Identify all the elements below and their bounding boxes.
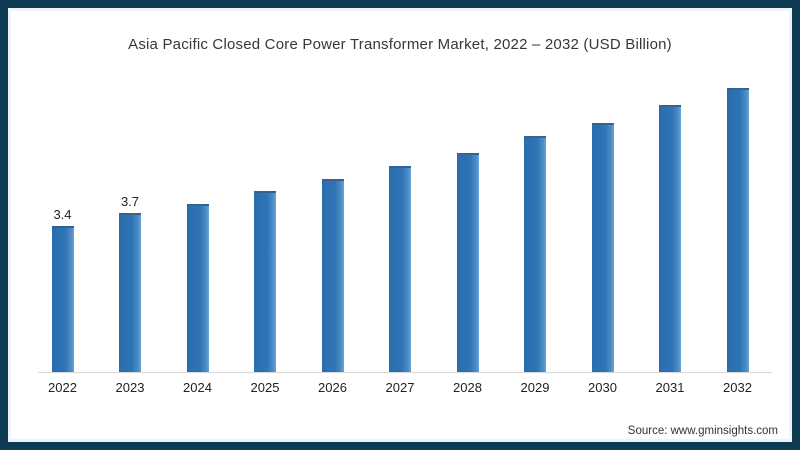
bar-column: 3.7 — [98, 194, 163, 372]
x-axis-labels: 2022 2023 2024 2025 2026 2027 2028 2029 2030 2031… — [30, 380, 770, 395]
bar-column — [233, 191, 298, 372]
bar — [726, 88, 749, 372]
bar-column — [570, 122, 635, 372]
bar — [659, 105, 681, 372]
bar-column — [705, 88, 770, 372]
bar — [321, 178, 344, 372]
bar — [119, 212, 141, 372]
bar-column — [503, 135, 568, 372]
bar-value-label: 3.7 — [120, 193, 140, 209]
x-axis-tick-label: 2023 — [115, 380, 145, 395]
bars-area: 3.4 3.7 — [30, 88, 770, 372]
x-axis-tick-label: 2032 — [723, 380, 752, 395]
chart-title: Asia Pacific Closed Core Power Transform… — [128, 36, 672, 53]
bar — [389, 165, 411, 372]
bar — [456, 152, 479, 372]
bar-value-label: 3.4 — [53, 206, 72, 222]
x-axis-tick-label: 2024 — [183, 380, 212, 395]
x-axis-tick-label: 2030 — [588, 380, 617, 395]
chart-canvas: Asia Pacific Closed Core Power Transform… — [8, 8, 792, 442]
source-attribution: Source: www.gminsights.com — [627, 425, 778, 437]
x-axis-tick-label: 2026 — [318, 380, 347, 395]
x-axis-tick-label: 2028 — [453, 380, 482, 395]
bar — [254, 191, 276, 372]
bar-column — [165, 204, 230, 372]
bar-column: 3.4 — [30, 207, 95, 372]
x-axis-line — [38, 372, 772, 373]
bar — [591, 122, 614, 372]
bar-column — [435, 152, 500, 372]
bar-column — [638, 105, 703, 372]
bar-column — [300, 178, 365, 372]
x-axis-tick-label: 2025 — [250, 380, 280, 395]
x-axis-tick-label: 2022 — [48, 380, 77, 395]
x-axis-tick-label: 2029 — [520, 380, 550, 395]
x-axis-tick-label: 2027 — [385, 380, 415, 395]
bar — [524, 135, 546, 372]
bar-column — [368, 165, 433, 372]
bar — [51, 225, 74, 372]
bar — [186, 204, 209, 372]
x-axis-tick-label: 2031 — [655, 380, 685, 395]
